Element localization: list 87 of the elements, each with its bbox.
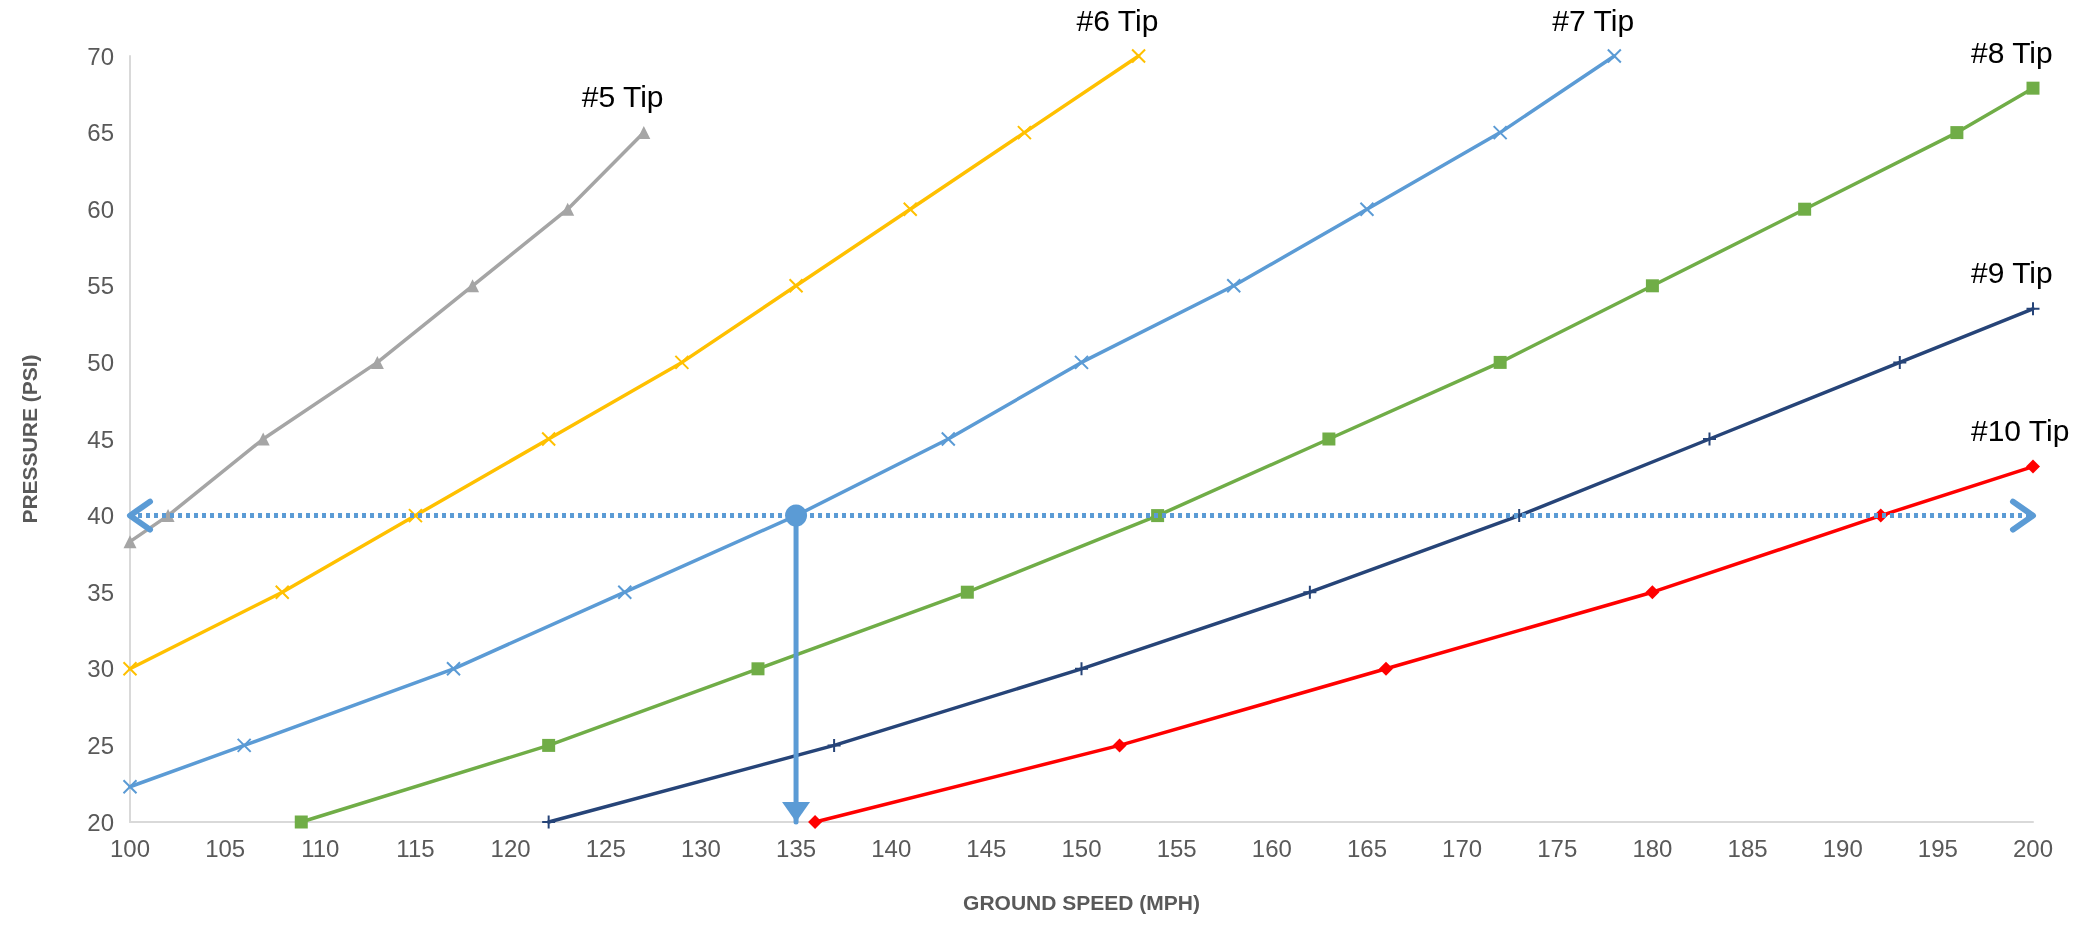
point <box>751 662 765 676</box>
point <box>1645 279 1659 293</box>
point <box>808 815 823 829</box>
point <box>1302 584 1318 600</box>
point <box>1492 125 1508 141</box>
point <box>902 201 918 217</box>
point <box>123 535 137 549</box>
point <box>1016 125 1032 141</box>
series-label: #7 Tip <box>1552 3 1635 37</box>
y-tick-label: 40 <box>87 502 114 530</box>
y-tick-label: 65 <box>87 119 114 147</box>
x-tick-label: 195 <box>1917 834 1958 862</box>
x-tick-label: 140 <box>871 834 912 862</box>
x-tick-label: 130 <box>680 834 721 862</box>
point <box>561 202 575 216</box>
point <box>1606 48 1622 64</box>
x-tick-label: 100 <box>109 834 151 862</box>
series-label: #8 Tip <box>1971 35 2053 69</box>
point <box>1701 431 1717 447</box>
point <box>637 126 651 140</box>
point <box>274 584 290 600</box>
y-tick-label: 50 <box>87 348 114 376</box>
x-tick-label: 155 <box>1156 834 1197 862</box>
x-tick-label: 115 <box>396 834 435 862</box>
point <box>2026 459 2040 474</box>
y-tick-label: 30 <box>87 655 114 683</box>
x-tick-label: 165 <box>1346 834 1387 862</box>
x-tick-label: 145 <box>966 834 1007 862</box>
x-tick-label: 105 <box>205 834 246 862</box>
y-tick-label: 25 <box>87 731 114 759</box>
point <box>466 279 480 293</box>
point <box>256 432 270 446</box>
x-tick-label: 170 <box>1442 834 1483 862</box>
x-tick-label: 135 <box>776 834 817 862</box>
x-tick-label: 180 <box>1632 834 1673 862</box>
point <box>960 585 974 599</box>
point <box>541 814 557 830</box>
point <box>1892 354 1908 370</box>
x-tick-label: 190 <box>1822 834 1863 862</box>
point <box>236 737 252 753</box>
point <box>407 508 423 524</box>
point <box>370 355 384 369</box>
series-label: #10 Tip <box>1971 414 2070 448</box>
point <box>674 354 690 370</box>
point <box>541 431 557 447</box>
y-tick-label: 60 <box>87 195 114 223</box>
x-tick-label: 150 <box>1061 834 1102 862</box>
x-tick-label: 175 <box>1537 834 1578 862</box>
point <box>1112 738 1127 753</box>
point <box>617 584 633 600</box>
point <box>788 278 804 294</box>
point <box>294 815 308 829</box>
series-label: #6 Tip <box>1076 3 1159 37</box>
point <box>1493 355 1507 369</box>
point <box>1378 661 1393 676</box>
x-tick-label: 125 <box>585 834 626 862</box>
point <box>1131 48 1147 64</box>
point <box>1359 201 1375 217</box>
y-axis-title: PRESSURE (PSI) <box>18 354 41 524</box>
series-label: #9 Tip <box>1971 256 2053 290</box>
point <box>1074 354 1089 370</box>
x-tick-label: 110 <box>301 834 340 862</box>
y-tick-label: 55 <box>87 272 114 300</box>
point <box>122 779 138 795</box>
x-tick-label: 160 <box>1251 834 1292 862</box>
point <box>1322 432 1336 446</box>
point <box>826 737 842 753</box>
point <box>2025 301 2041 317</box>
point <box>1645 585 1660 600</box>
point <box>2026 81 2040 95</box>
y-tick-label: 70 <box>87 42 114 70</box>
point <box>446 661 462 677</box>
point <box>1950 126 1964 140</box>
point <box>542 738 556 752</box>
x-axis-title: GROUND SPEED (MPH) <box>963 891 1200 914</box>
point <box>1074 661 1089 677</box>
x-tick-label: 200 <box>2012 834 2054 862</box>
point <box>940 431 956 447</box>
point <box>122 661 138 677</box>
point <box>1798 202 1812 216</box>
x-tick-label: 120 <box>490 834 531 862</box>
point <box>1226 278 1242 294</box>
y-tick-label: 20 <box>87 808 114 836</box>
y-tick-label: 45 <box>87 425 114 453</box>
y-tick-label: 35 <box>87 578 114 606</box>
x-tick-label: 185 <box>1727 834 1768 862</box>
series-label: #5 Tip <box>581 80 664 114</box>
